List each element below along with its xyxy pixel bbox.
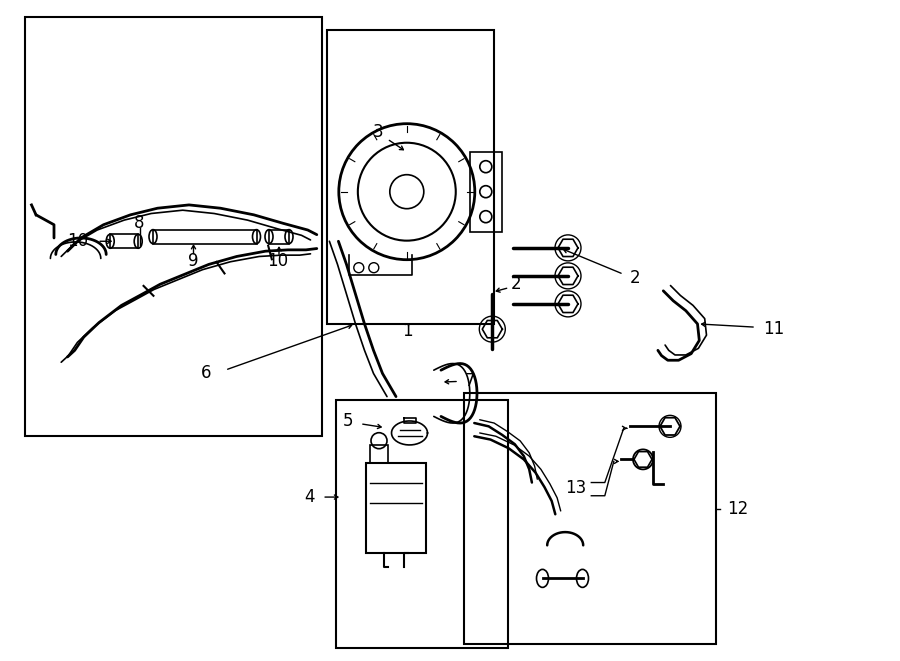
Text: 12: 12 <box>727 500 749 518</box>
Text: 6: 6 <box>201 364 212 382</box>
Text: 4: 4 <box>304 488 315 506</box>
Text: 9: 9 <box>188 252 199 270</box>
Bar <box>464 393 716 644</box>
Text: 11: 11 <box>763 319 785 338</box>
Bar <box>110 234 139 249</box>
Text: 10: 10 <box>68 232 88 251</box>
Bar <box>25 17 322 436</box>
Bar <box>153 229 256 244</box>
Bar <box>370 445 388 463</box>
Text: 2: 2 <box>630 268 641 287</box>
Bar <box>470 151 502 232</box>
Text: 3: 3 <box>373 123 383 141</box>
Text: 10: 10 <box>266 252 288 270</box>
Text: 2: 2 <box>510 275 521 293</box>
Text: 8: 8 <box>134 214 145 233</box>
Bar <box>327 30 494 324</box>
Bar <box>366 463 426 553</box>
Text: 13: 13 <box>565 479 587 497</box>
Text: 7: 7 <box>464 372 475 391</box>
Text: 1: 1 <box>402 321 413 340</box>
Text: 5: 5 <box>343 412 354 430</box>
Bar <box>336 400 508 648</box>
Bar <box>269 229 289 244</box>
